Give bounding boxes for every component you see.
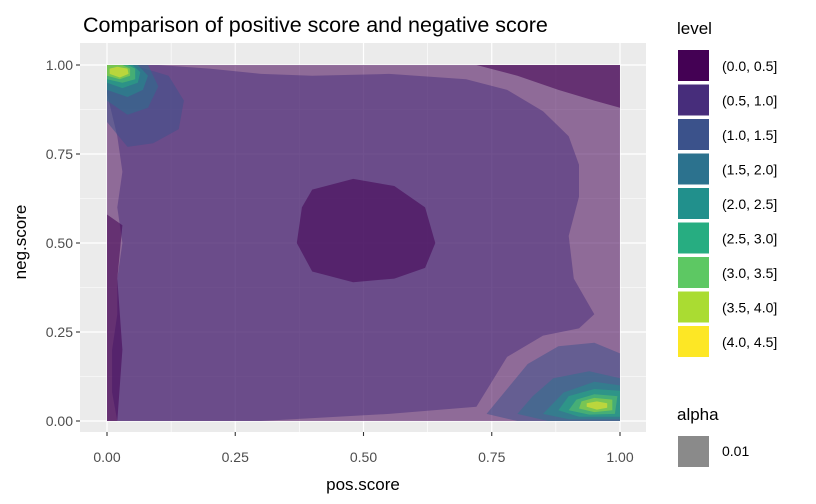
density-layer (107, 65, 620, 421)
chart-title: Comparison of positive score and negativ… (83, 13, 548, 37)
level-legend: (0.0, 0.5] (0.5, 1.0] (1.0, 1.5] (1.5, 2.0]… (678, 50, 777, 357)
y-axis-title: neg.score (11, 205, 30, 280)
legend-key-5 (678, 222, 709, 254)
legend-label-2: (1.0, 1.5] (722, 127, 777, 143)
legend-label-3: (1.5, 2.0] (722, 162, 777, 178)
legend-label-5: (2.5, 3.0] (722, 231, 777, 247)
alpha-legend-title: alpha (677, 405, 719, 424)
density-region-level-0 (296, 178, 436, 283)
x-tick-label: 0.25 (222, 449, 249, 465)
x-tick-label: 1.00 (606, 449, 633, 465)
y-tick-label: 0.50 (46, 235, 73, 251)
y-axis: 0.00 0.25 0.50 0.75 1.00 (46, 57, 80, 429)
density-region-level-0 (107, 214, 123, 421)
legend-key-8 (678, 326, 709, 357)
legend-label-0: (0.0, 0.5] (722, 58, 777, 74)
legend-label-6: (3.0, 3.5] (722, 265, 777, 281)
density-region-level-8 (109, 66, 129, 78)
alpha-legend-label: 0.01 (722, 443, 749, 459)
legend-key-6 (678, 257, 709, 288)
x-axis-title: pos.score (326, 475, 400, 494)
x-tick-label: 0.50 (350, 449, 377, 465)
alpha-legend-key (678, 436, 709, 467)
legend-key-3 (678, 153, 709, 185)
x-axis: 0.00 0.25 0.50 0.75 1.00 (93, 432, 634, 465)
legend-key-2 (678, 119, 709, 150)
legend-key-4 (678, 188, 709, 219)
legend-key-0 (678, 50, 709, 81)
legend-label-8: (4.0, 4.5] (722, 334, 777, 350)
legend-key-1 (678, 84, 709, 116)
y-tick-label: 0.75 (46, 146, 73, 162)
density-region-level-0 (476, 65, 620, 108)
y-tick-label: 0.00 (46, 413, 73, 429)
legend-label-7: (3.5, 4.0] (722, 300, 777, 316)
x-tick-label: 0.75 (478, 449, 505, 465)
level-legend-title: level (677, 19, 712, 38)
y-tick-label: 1.00 (46, 57, 73, 73)
legend-label-1: (0.5, 1.0] (722, 93, 777, 109)
y-tick-label: 0.25 (46, 324, 73, 340)
density-region-level-8 (586, 401, 608, 410)
legend-key-7 (678, 291, 709, 323)
alpha-legend: 0.01 (678, 436, 749, 467)
x-tick-label: 0.00 (93, 449, 120, 465)
legend-label-4: (2.0, 2.5] (722, 196, 777, 212)
